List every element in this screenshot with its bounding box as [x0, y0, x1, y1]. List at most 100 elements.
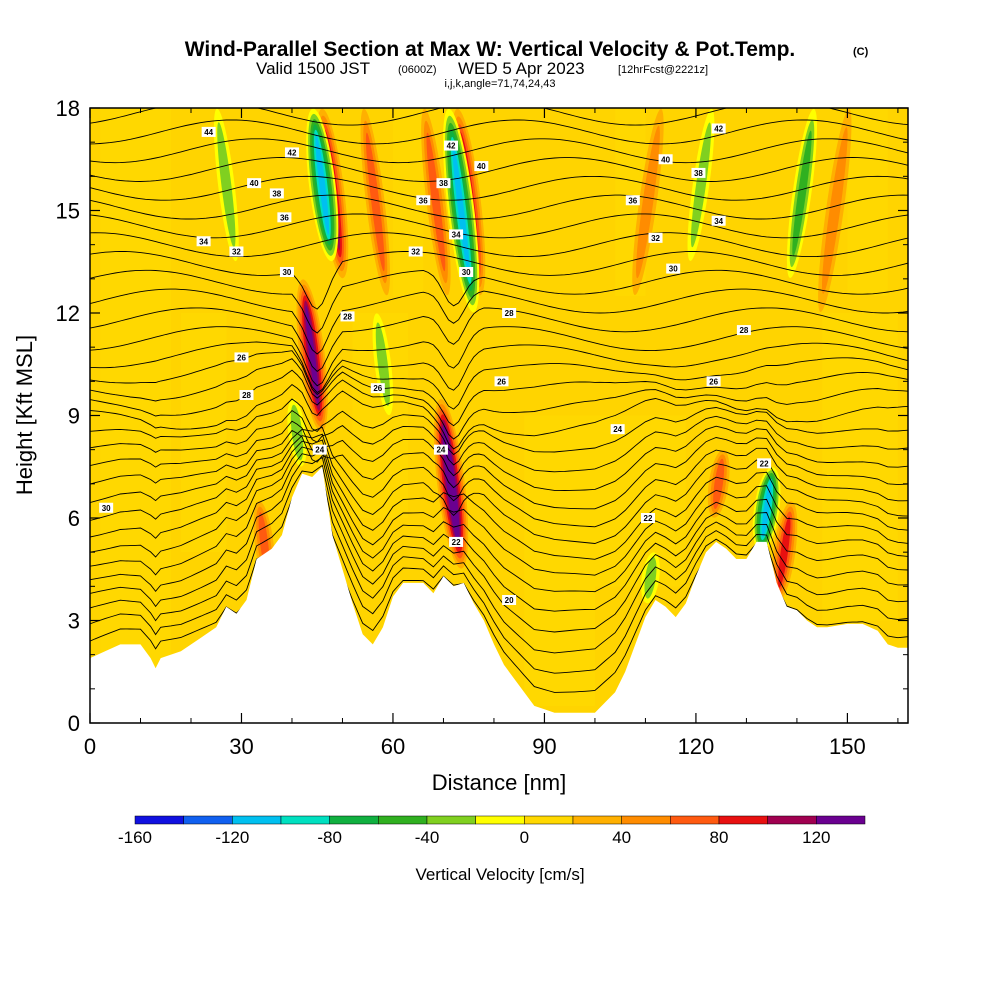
colorbar-swatch: [475, 815, 525, 825]
theta-label-box: [444, 140, 459, 151]
colorbar-swatch: [816, 815, 866, 825]
updraft-core: [305, 305, 319, 406]
chart-subtitle: Valid 1500 JST (0600Z) WED 5 Apr 2023 [1…: [256, 59, 708, 78]
theta-contour: [90, 138, 908, 164]
terrain-mask: [90, 466, 908, 723]
theta-label-box: [340, 311, 355, 322]
colorbar-swatch: [426, 815, 476, 825]
colorbar-tick-label: -40: [415, 828, 440, 847]
theta-contour-label: 22: [760, 459, 769, 468]
theta-contour: [90, 398, 908, 456]
theta-label-box: [502, 308, 517, 318]
theta-contour: [90, 307, 908, 372]
theta-label-box: [229, 246, 244, 257]
updraft-core: [365, 132, 385, 272]
theta-contour-label: 26: [497, 377, 506, 386]
theta-label-box: [736, 325, 751, 336]
theta-label-box: [416, 195, 431, 206]
theta-contour-label: 24: [613, 425, 622, 434]
svg-text:Valid 1500 JST: Valid 1500 JST: [256, 59, 370, 78]
theta-contour-label: 30: [462, 268, 471, 277]
field-patch: [594, 415, 686, 587]
colorbar-swatch: [329, 815, 379, 825]
theta-contour-label: 26: [237, 353, 246, 362]
theta-contour-label: 40: [661, 155, 670, 164]
theta-contour: [90, 175, 908, 201]
y-tick-label: 15: [56, 199, 80, 224]
y-tick-label: 9: [68, 404, 80, 429]
theta-contour: [90, 473, 908, 654]
theta-contour-label: 24: [315, 446, 324, 455]
theta-label-box: [239, 390, 254, 400]
theta-contour-label: 26: [709, 377, 718, 386]
theta-label-box: [502, 595, 517, 605]
colorbar-swatch: [183, 815, 233, 825]
theta-contour-label: 36: [280, 213, 289, 222]
theta-label-box: [711, 123, 726, 134]
updraft-core: [713, 458, 725, 509]
theta-contours: [90, 108, 908, 693]
updraft-core: [821, 127, 848, 294]
theta-contour-label: 42: [288, 148, 297, 157]
theta-contour-label: 34: [199, 237, 208, 246]
x-tick-label: 120: [678, 734, 715, 759]
theta-contour: [90, 464, 908, 633]
theta-label-box: [312, 444, 327, 455]
theta-contour: [90, 420, 908, 491]
theta-contour: [90, 484, 908, 674]
colorbar-swatch: [621, 815, 671, 825]
theta-contour: [90, 450, 908, 593]
downdraft-core: [217, 122, 236, 248]
theta-contour-label: 34: [714, 217, 723, 226]
theta-label-box: [201, 126, 216, 137]
theta-contour: [90, 213, 908, 239]
theta-contour: [90, 384, 908, 450]
theta-label-box: [234, 352, 249, 363]
theta-label-box: [640, 513, 655, 523]
theta-contour-label: 22: [452, 538, 461, 547]
theta-label-box: [648, 232, 663, 243]
theta-contour: [90, 157, 908, 182]
x-tick-label: 30: [229, 734, 253, 759]
theta-label-box: [269, 188, 284, 199]
y-tick-label: 6: [68, 506, 80, 531]
theta-label-box: [433, 444, 448, 455]
theta-contour-label: 36: [419, 196, 428, 205]
theta-contour: [90, 444, 908, 576]
theta-contour: [90, 194, 908, 220]
svg-text:WED 5 Apr 2023: WED 5 Apr 2023: [458, 59, 585, 78]
theta-label-box: [658, 154, 673, 165]
svg-text:(0600Z): (0600Z): [398, 64, 437, 76]
theta-contour: [90, 429, 908, 510]
theta-label-box: [474, 161, 489, 172]
theta-contour: [90, 341, 908, 394]
theta-label-box: [706, 376, 721, 387]
theta-contour-label: 42: [714, 125, 723, 134]
downdraft-core: [644, 556, 657, 599]
theta-contour-label: 30: [102, 504, 111, 513]
theta-label-box: [436, 178, 451, 189]
theta-label-box: [279, 267, 294, 277]
colorbar-label: Vertical Velocity [cm/s]: [415, 865, 584, 884]
colorbar-swatch: [524, 815, 574, 825]
theta-contour: [90, 410, 908, 473]
theta-label-box: [408, 246, 423, 257]
theta-contour: [90, 326, 908, 387]
theta-contour-label: 38: [694, 169, 703, 178]
theta-contour: [90, 456, 908, 612]
theta-contour-label: 32: [232, 248, 241, 257]
colorbar-tick-label: -160: [118, 828, 152, 847]
colorbar-tick-label: 120: [802, 828, 830, 847]
colorbar-swatch: [718, 815, 768, 825]
theta-contour-label: 32: [651, 234, 660, 243]
colorbar-tick-label: -80: [317, 828, 342, 847]
theta-contour-label: 28: [739, 326, 748, 335]
colorbar-swatch: [232, 815, 282, 825]
theta-label-box: [610, 424, 625, 435]
colorbar-swatch: [280, 815, 330, 825]
colorbar-swatch: [767, 815, 817, 825]
x-axis-label: Distance [nm]: [432, 770, 567, 795]
x-tick-label: 90: [532, 734, 556, 759]
